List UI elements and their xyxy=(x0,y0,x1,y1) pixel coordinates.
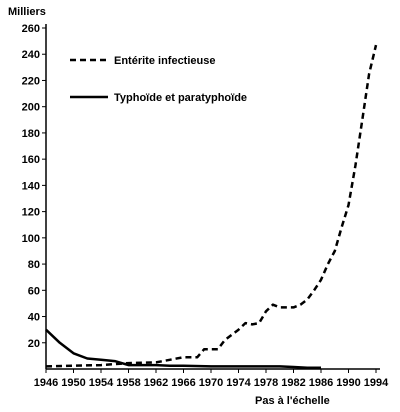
y-tick-label: 60 xyxy=(28,285,40,297)
x-tick-label: 1946 xyxy=(34,377,58,389)
y-tick-label: 180 xyxy=(22,128,40,140)
y-tick-label: 140 xyxy=(22,180,40,192)
legend: Entérite infectieuse Typhoïde et paratyph… xyxy=(70,55,247,104)
x-tick-label: 1990 xyxy=(336,377,360,389)
legend-label-typhoide: Typhoïde et paratyphoïde xyxy=(114,92,247,104)
x-tick-label: 1978 xyxy=(254,377,278,389)
x-tick-label: 1966 xyxy=(171,377,195,389)
y-tick-label: 120 xyxy=(22,207,40,219)
series-line-enterite xyxy=(45,44,378,368)
x-tick-label: 1962 xyxy=(144,377,168,389)
y-tick-label: 240 xyxy=(22,49,40,61)
y-tick-label: 260 xyxy=(22,23,40,35)
scale-footnote: Pas à l'échelle xyxy=(255,395,330,407)
y-axis-label: Milliers xyxy=(8,6,46,18)
y-tick-label: 200 xyxy=(22,102,40,114)
series-line-typhoide xyxy=(45,328,321,369)
x-tick-label: 1974 xyxy=(226,377,251,389)
x-tick-label: 1994 xyxy=(364,377,389,389)
y-tick-label: 100 xyxy=(22,233,40,245)
x-tick-label: 1950 xyxy=(61,377,85,389)
legend-label-enterite: Entérite infectieuse xyxy=(114,55,215,67)
x-tick-label: 1954 xyxy=(89,377,114,389)
x-tick-label: 1982 xyxy=(281,377,305,389)
y-tick-label: 80 xyxy=(28,259,40,271)
x-tick-label: 1986 xyxy=(309,377,333,389)
x-tick-label: 1970 xyxy=(199,377,223,389)
y-tick-label: 160 xyxy=(22,154,40,166)
y-tick-label: 220 xyxy=(22,75,40,87)
x-tick-label: 1958 xyxy=(116,377,140,389)
y-tick-label: 20 xyxy=(28,338,40,350)
y-tick-label: 40 xyxy=(28,312,40,324)
